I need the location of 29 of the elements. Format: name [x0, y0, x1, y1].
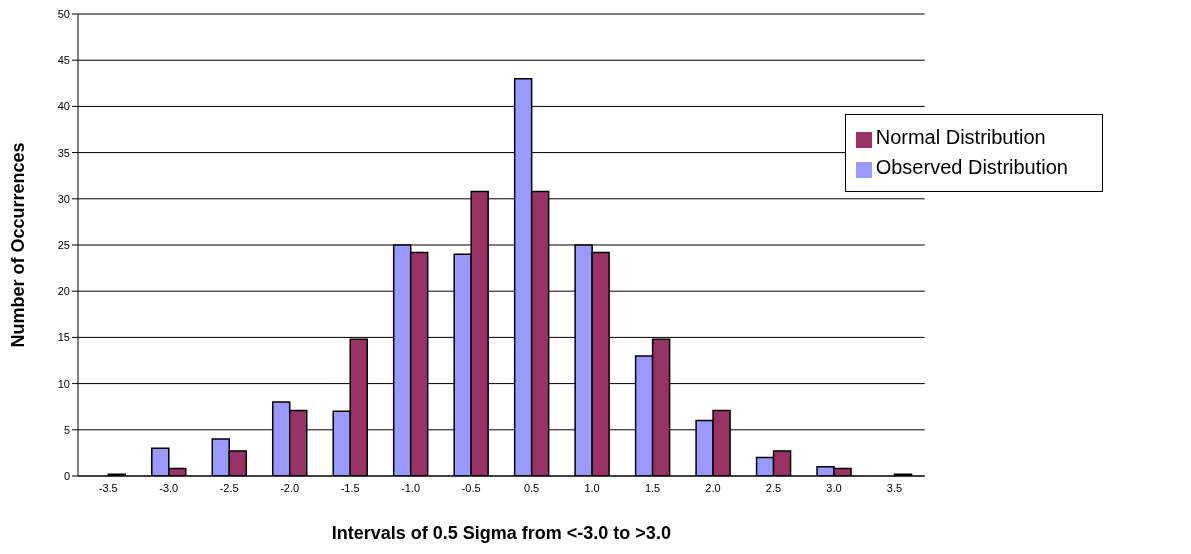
- x-tick-label: 2.0: [705, 481, 721, 494]
- x-tick-label: 3.0: [826, 481, 842, 494]
- y-tick-label: 35: [57, 146, 70, 159]
- y-tick-label: 50: [57, 7, 70, 20]
- x-tick-label: 2.5: [765, 481, 782, 494]
- legend-label: Normal Distribution: [875, 126, 1046, 148]
- y-tick-label: 30: [57, 192, 70, 205]
- x-axis-title: Intervals of 0.5 Sigma from <-3.0 to >3.0: [331, 522, 671, 543]
- y-tick-label: 20: [57, 285, 70, 298]
- legend-label: Observed Distribution: [875, 156, 1068, 178]
- x-tick-label: -3.5: [98, 481, 118, 494]
- y-tick-label: 15: [57, 331, 70, 344]
- y-tick-label: 5: [63, 423, 70, 436]
- x-tick-label: 3.5: [886, 481, 903, 494]
- x-tick-label: -2.0: [280, 481, 300, 494]
- y-tick-label: 45: [57, 54, 70, 67]
- x-tick-label: -3.0: [159, 481, 179, 494]
- x-tick-label: 1.0: [584, 481, 600, 494]
- y-tick-label: 25: [57, 238, 70, 251]
- x-tick-label: -0.5: [461, 481, 481, 494]
- y-tick-label: 40: [57, 100, 70, 113]
- x-tick-label: 0.5: [523, 481, 540, 494]
- y-axis-title: Number of Occurrences: [8, 142, 29, 348]
- y-tick-label: 10: [57, 377, 70, 390]
- x-tick-label: -1.0: [401, 481, 421, 494]
- x-tick-label: 1.5: [644, 481, 661, 494]
- y-tick-label: 0: [63, 469, 70, 482]
- x-tick-label: -2.5: [219, 481, 239, 494]
- x-tick-label: -1.5: [340, 481, 360, 494]
